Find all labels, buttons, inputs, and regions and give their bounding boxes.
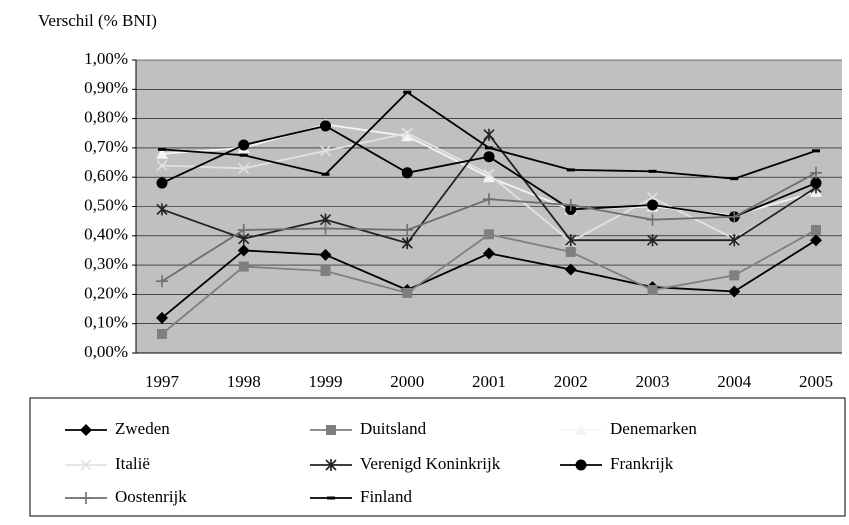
x-tick-label: 1999 xyxy=(309,372,343,391)
y-tick-label: 1,00% xyxy=(84,49,128,68)
y-tick-label: 0,90% xyxy=(84,78,128,97)
legend-label: Duitsland xyxy=(360,419,427,438)
data-point xyxy=(730,177,739,181)
legend xyxy=(29,397,846,517)
data-point xyxy=(156,311,168,324)
data-point xyxy=(485,146,493,150)
data-point xyxy=(483,193,495,206)
x-tick-label: 2004 xyxy=(717,372,752,391)
data-point xyxy=(728,210,741,223)
data-point xyxy=(647,199,658,211)
data-point xyxy=(565,246,576,257)
data-point xyxy=(401,223,414,236)
data-point xyxy=(646,234,659,247)
y-tick-label: 0,00% xyxy=(84,342,128,361)
y-tick-label: 0,30% xyxy=(84,254,128,273)
data-point xyxy=(401,237,413,250)
legend-label: Zweden xyxy=(115,419,170,438)
data-point xyxy=(403,90,412,94)
legend-marker xyxy=(80,459,92,471)
legend-label: Verenigd Koninkrijk xyxy=(360,454,501,473)
data-point xyxy=(810,234,822,247)
data-point xyxy=(401,167,413,179)
x-tick-label: 2005 xyxy=(799,372,833,391)
data-point xyxy=(320,265,331,276)
data-point xyxy=(237,244,250,257)
x-tick-label: 1998 xyxy=(227,372,261,391)
x-tick-label: 2001 xyxy=(472,372,506,391)
y-tick-label: 0,80% xyxy=(84,108,128,127)
data-point xyxy=(156,147,168,159)
data-point xyxy=(729,270,740,281)
x-tick-label: 1997 xyxy=(145,372,180,391)
data-point xyxy=(156,275,168,288)
y-tick-label: 0,20% xyxy=(84,283,128,302)
data-point xyxy=(321,172,330,176)
data-point xyxy=(238,261,249,272)
data-point xyxy=(483,168,495,180)
legend-label: Oostenrijk xyxy=(115,487,187,506)
legend-marker xyxy=(575,459,587,471)
y-axis-title: Verschil (% BNI) xyxy=(38,11,157,30)
legend-marker xyxy=(80,492,92,504)
data-point xyxy=(320,120,331,132)
x-tick-label: 2002 xyxy=(554,372,588,391)
data-point xyxy=(157,328,167,339)
data-point xyxy=(564,199,577,212)
data-point xyxy=(239,153,248,157)
y-tick-label: 0,70% xyxy=(84,137,128,156)
data-point xyxy=(158,147,166,151)
y-tick-label: 0,50% xyxy=(84,195,128,214)
data-point xyxy=(319,248,332,261)
data-point xyxy=(810,166,822,179)
data-point xyxy=(810,177,822,189)
x-tick-label: 2003 xyxy=(636,372,670,391)
legend-label: Denemarken xyxy=(610,419,697,438)
data-point xyxy=(728,234,740,247)
legend-marker xyxy=(575,424,587,435)
data-point xyxy=(812,149,820,153)
data-point xyxy=(319,222,332,235)
data-point xyxy=(646,213,659,226)
data-point xyxy=(402,287,413,298)
legend-marker xyxy=(80,424,92,436)
data-point xyxy=(238,162,250,174)
data-point xyxy=(566,168,575,172)
data-point xyxy=(483,151,495,163)
y-tick-label: 0,10% xyxy=(84,313,128,332)
data-point xyxy=(483,171,495,183)
data-point xyxy=(484,229,494,240)
data-point xyxy=(728,285,741,298)
legend-label: Italië xyxy=(115,454,150,473)
legend-marker xyxy=(326,425,336,435)
data-point xyxy=(647,285,658,296)
data-point xyxy=(156,177,168,189)
legend-marker xyxy=(327,496,335,500)
legend-label: Finland xyxy=(360,487,412,506)
y-tick-label: 0,40% xyxy=(84,225,128,244)
x-tick-label: 2000 xyxy=(390,372,424,391)
data-point xyxy=(401,127,413,139)
data-point xyxy=(156,203,168,216)
data-point xyxy=(401,130,414,142)
legend-marker xyxy=(325,459,337,471)
data-point xyxy=(483,128,495,141)
y-tick-label: 0,60% xyxy=(84,166,128,185)
data-point xyxy=(564,263,577,276)
legend-label: Frankrijk xyxy=(610,454,674,473)
data-point xyxy=(319,145,332,157)
data-point xyxy=(483,247,495,260)
data-point xyxy=(565,234,577,247)
data-point xyxy=(648,169,657,173)
data-point xyxy=(156,159,168,172)
data-point xyxy=(238,139,250,151)
data-point xyxy=(811,224,821,235)
data-point xyxy=(237,223,250,236)
